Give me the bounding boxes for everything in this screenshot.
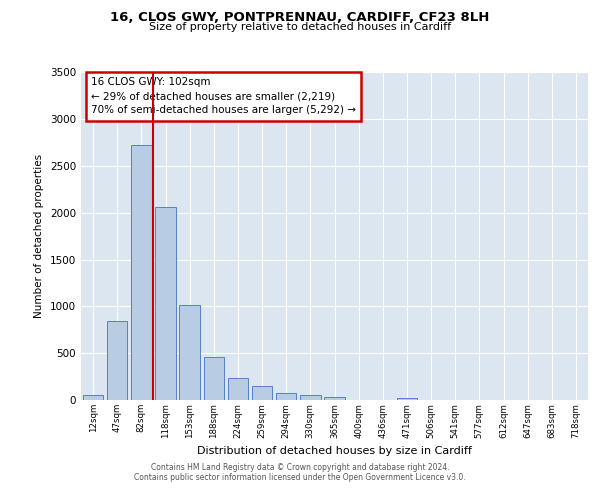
X-axis label: Distribution of detached houses by size in Cardiff: Distribution of detached houses by size … [197, 446, 472, 456]
Bar [131, 146, 152, 400]
Bar [179, 306, 200, 400]
Bar [155, 207, 176, 400]
Bar [227, 378, 248, 400]
Bar [203, 357, 224, 400]
Text: Contains HM Land Registry data © Crown copyright and database right 2024.: Contains HM Land Registry data © Crown c… [151, 462, 449, 471]
Text: 16, CLOS GWY, PONTPRENNAU, CARDIFF, CF23 8LH: 16, CLOS GWY, PONTPRENNAU, CARDIFF, CF23… [110, 11, 490, 24]
Bar [107, 321, 127, 400]
Bar [300, 396, 320, 400]
Y-axis label: Number of detached properties: Number of detached properties [34, 154, 44, 318]
Text: Contains public sector information licensed under the Open Government Licence v3: Contains public sector information licen… [134, 472, 466, 482]
Text: 16 CLOS GWY: 102sqm
← 29% of detached houses are smaller (2,219)
70% of semi-det: 16 CLOS GWY: 102sqm ← 29% of detached ho… [91, 78, 356, 116]
Bar [397, 398, 417, 400]
Bar [252, 386, 272, 400]
Bar [324, 397, 345, 400]
Text: Size of property relative to detached houses in Cardiff: Size of property relative to detached ho… [149, 22, 451, 32]
Bar [276, 394, 296, 400]
Bar [83, 395, 103, 400]
